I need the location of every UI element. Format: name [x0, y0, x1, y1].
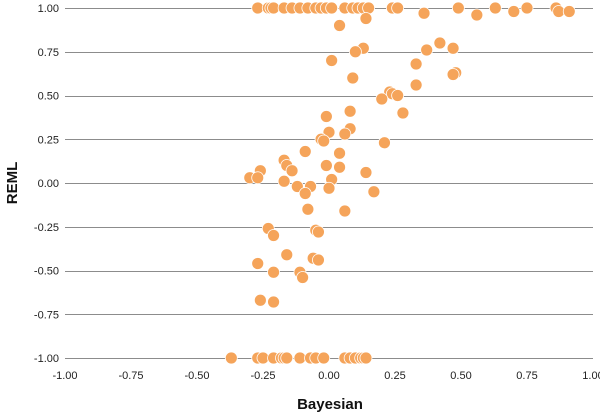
data-point — [409, 57, 423, 71]
y-tick-label: -0.75 — [34, 309, 59, 321]
data-point — [317, 134, 331, 148]
data-point — [470, 8, 484, 22]
data-point — [312, 253, 325, 267]
x-tick-label: -0.25 — [250, 370, 275, 382]
data-point — [378, 136, 391, 150]
data-point — [296, 271, 310, 284]
data-point — [359, 166, 373, 179]
y-tick-label: 0.75 — [38, 47, 59, 59]
y-tick-label: 1.00 — [38, 3, 59, 15]
data-point — [359, 351, 373, 365]
data-point — [409, 78, 423, 92]
data-point — [322, 181, 336, 195]
data-point — [359, 12, 373, 25]
data-point — [520, 1, 534, 15]
data-point — [319, 159, 333, 172]
data-point — [338, 127, 352, 141]
data-point — [325, 1, 339, 15]
data-point — [446, 41, 460, 55]
data-point — [562, 5, 576, 18]
data-point — [375, 92, 389, 106]
data-point — [346, 71, 360, 85]
data-point — [333, 19, 346, 32]
data-point — [391, 89, 405, 102]
data-point — [348, 45, 362, 59]
data-point — [338, 204, 352, 218]
data-point — [391, 1, 405, 15]
data-point — [312, 225, 325, 239]
data-point — [417, 6, 431, 20]
data-point — [507, 5, 521, 18]
data-points — [224, 1, 576, 365]
data-point — [267, 295, 280, 309]
data-point — [280, 351, 294, 365]
data-point — [298, 187, 312, 200]
x-tick-label: 1.00 — [582, 370, 600, 382]
x-axis-tick-labels: -1.00 -0.75 -0.50 -0.25 0.00 0.25 0.50 0.75 1.00 — [52, 370, 600, 382]
y-tick-label: 0.00 — [38, 178, 59, 190]
data-point — [333, 160, 346, 174]
data-point — [396, 106, 410, 120]
data-point — [433, 36, 447, 50]
data-point — [251, 257, 265, 270]
data-point — [319, 110, 333, 123]
y-axis-tick-labels: 1.00 0.75 0.50 0.25 0.00 -0.25 -0.50 -0.75 -1.00 — [34, 3, 59, 365]
data-point — [253, 293, 267, 307]
data-point — [298, 145, 312, 158]
data-point — [367, 185, 381, 199]
y-tick-label: -0.25 — [34, 222, 59, 234]
x-tick-label: 0.75 — [516, 370, 537, 382]
x-tick-label: 0.25 — [384, 370, 405, 382]
x-tick-label: -1.00 — [52, 370, 77, 382]
data-point — [333, 146, 346, 160]
data-point — [317, 351, 331, 365]
data-point — [343, 104, 357, 118]
x-tick-label: -0.75 — [118, 370, 143, 382]
data-point — [224, 351, 238, 365]
data-point — [277, 174, 291, 188]
x-axis-title: Bayesian — [297, 396, 363, 413]
y-axis-title: REML — [4, 162, 21, 205]
data-point — [285, 164, 299, 178]
x-tick-label: 0.50 — [450, 370, 471, 382]
data-point — [446, 68, 460, 81]
data-point — [420, 43, 434, 57]
data-point — [267, 229, 280, 242]
data-point — [251, 171, 265, 185]
x-tick-label: 0.00 — [318, 370, 339, 382]
data-point — [362, 1, 376, 15]
y-tick-label: -0.50 — [34, 266, 59, 278]
y-tick-label: -1.00 — [34, 353, 59, 365]
data-point — [325, 54, 339, 67]
y-tick-label: 0.50 — [38, 91, 59, 103]
data-point — [301, 202, 315, 216]
data-point — [280, 248, 294, 262]
data-point — [488, 1, 502, 15]
data-point — [451, 1, 465, 15]
y-tick-label: 0.25 — [38, 134, 59, 146]
data-point — [267, 265, 280, 279]
x-tick-label: -0.50 — [184, 370, 209, 382]
